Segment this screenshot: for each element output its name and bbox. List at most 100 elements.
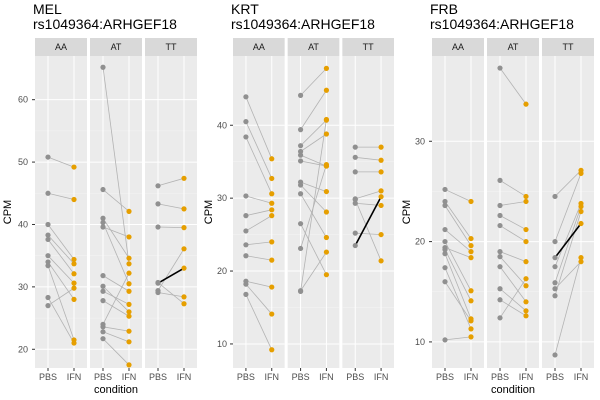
pbs-point <box>497 212 503 219</box>
pbs-point <box>442 226 448 233</box>
pbs-point <box>243 281 249 287</box>
y-tick-label: 50 <box>18 157 28 167</box>
facet-strip <box>487 38 539 56</box>
pair-line <box>245 241 272 246</box>
ifn-point <box>468 255 474 261</box>
ifn-point <box>378 188 384 194</box>
pbs-point <box>155 201 161 207</box>
panel-background <box>432 56 484 368</box>
ifn-point <box>126 270 132 276</box>
pbs-point <box>243 242 249 248</box>
ifn-point <box>181 225 187 231</box>
pair-line <box>499 299 527 317</box>
pair-line <box>245 294 273 350</box>
pair-line <box>102 290 130 305</box>
pbs-point <box>442 202 448 209</box>
facet-panel-at: AT PBS IFN <box>287 38 340 382</box>
pbs-point <box>100 298 106 304</box>
pair-line <box>300 193 327 238</box>
ifn-point <box>468 326 474 332</box>
ifn-point <box>71 164 77 170</box>
panel-background <box>90 56 142 368</box>
pair-line <box>47 224 75 260</box>
y-axis-title: CPM <box>2 200 14 224</box>
ifn-point <box>578 203 584 210</box>
x-tick-label: IFN <box>319 372 334 382</box>
pair-line <box>444 281 472 322</box>
pair-line <box>444 249 472 301</box>
pbs-point <box>155 224 161 230</box>
pbs-point <box>155 289 161 296</box>
ifn-point <box>578 255 584 261</box>
pair-line <box>499 278 527 319</box>
ifn-point <box>269 284 275 290</box>
ifn-point <box>126 281 132 287</box>
pbs-point <box>45 190 51 196</box>
pair-line <box>47 192 75 200</box>
pbs-point <box>497 315 503 321</box>
pair-line <box>102 300 130 317</box>
pair-line <box>354 199 382 261</box>
pair-line <box>102 272 130 325</box>
pair-line <box>499 180 527 197</box>
y-tick-label: 30 <box>217 193 227 203</box>
ifn-point <box>269 213 275 219</box>
pbs-point <box>552 352 558 358</box>
pair-line <box>157 177 185 187</box>
pair-line <box>245 121 273 179</box>
facet-panel-tt: TT PBS IFN <box>542 38 594 382</box>
pair-line <box>499 251 527 263</box>
ifn-point <box>523 276 529 282</box>
ifn-point <box>269 257 275 263</box>
ifn-point <box>126 261 132 267</box>
pbs-point <box>297 158 304 164</box>
facet-strip <box>542 38 594 56</box>
ifn-point <box>269 156 275 162</box>
facet-strip <box>287 38 340 56</box>
pbs-point <box>552 280 558 286</box>
panel-background <box>145 56 197 368</box>
pair-line <box>444 189 472 202</box>
x-tick-label: PBS <box>346 372 364 382</box>
pair-line <box>300 68 327 96</box>
facet-panel-aa: AA PBS IFN <box>35 38 87 382</box>
pbs-point <box>45 294 51 301</box>
y-tick-label: 40 <box>18 219 28 229</box>
pair-line <box>47 239 75 275</box>
pbs-point <box>497 286 503 292</box>
chart-title-line: MEL <box>33 1 62 17</box>
ifn-point <box>578 259 584 265</box>
ifn-point <box>468 298 474 304</box>
pbs-point <box>297 127 304 133</box>
ifn-point <box>269 347 275 353</box>
ifn-point <box>523 283 529 289</box>
pbs-point <box>552 238 558 245</box>
pbs-point <box>497 249 503 255</box>
panel-background <box>287 56 340 368</box>
ifn-point <box>523 308 529 314</box>
ifn-point <box>378 258 384 264</box>
chart-title-line: rs1049364:ARHGEF18 <box>33 16 177 32</box>
ifn-point <box>269 175 275 182</box>
pbs-point <box>100 324 106 330</box>
pbs-point <box>552 193 558 200</box>
pbs-point <box>45 232 51 238</box>
pbs-point <box>442 251 448 257</box>
x-tick-label: PBS <box>436 372 454 382</box>
panel-background <box>233 56 285 368</box>
pair-line <box>47 261 75 300</box>
x-tick-label: IFN <box>574 372 589 382</box>
y-tick-label: 20 <box>415 237 425 247</box>
ifn-point <box>468 318 474 324</box>
y-tick-label: 40 <box>217 120 227 130</box>
pbs-point <box>497 202 503 209</box>
x-tick-label: IFN <box>265 372 280 382</box>
pbs-point <box>100 220 106 226</box>
pbs-point <box>297 148 304 155</box>
ifn-point <box>126 234 132 240</box>
pbs-point <box>352 169 358 175</box>
pair-line <box>554 203 582 267</box>
ifn-point <box>181 265 187 271</box>
